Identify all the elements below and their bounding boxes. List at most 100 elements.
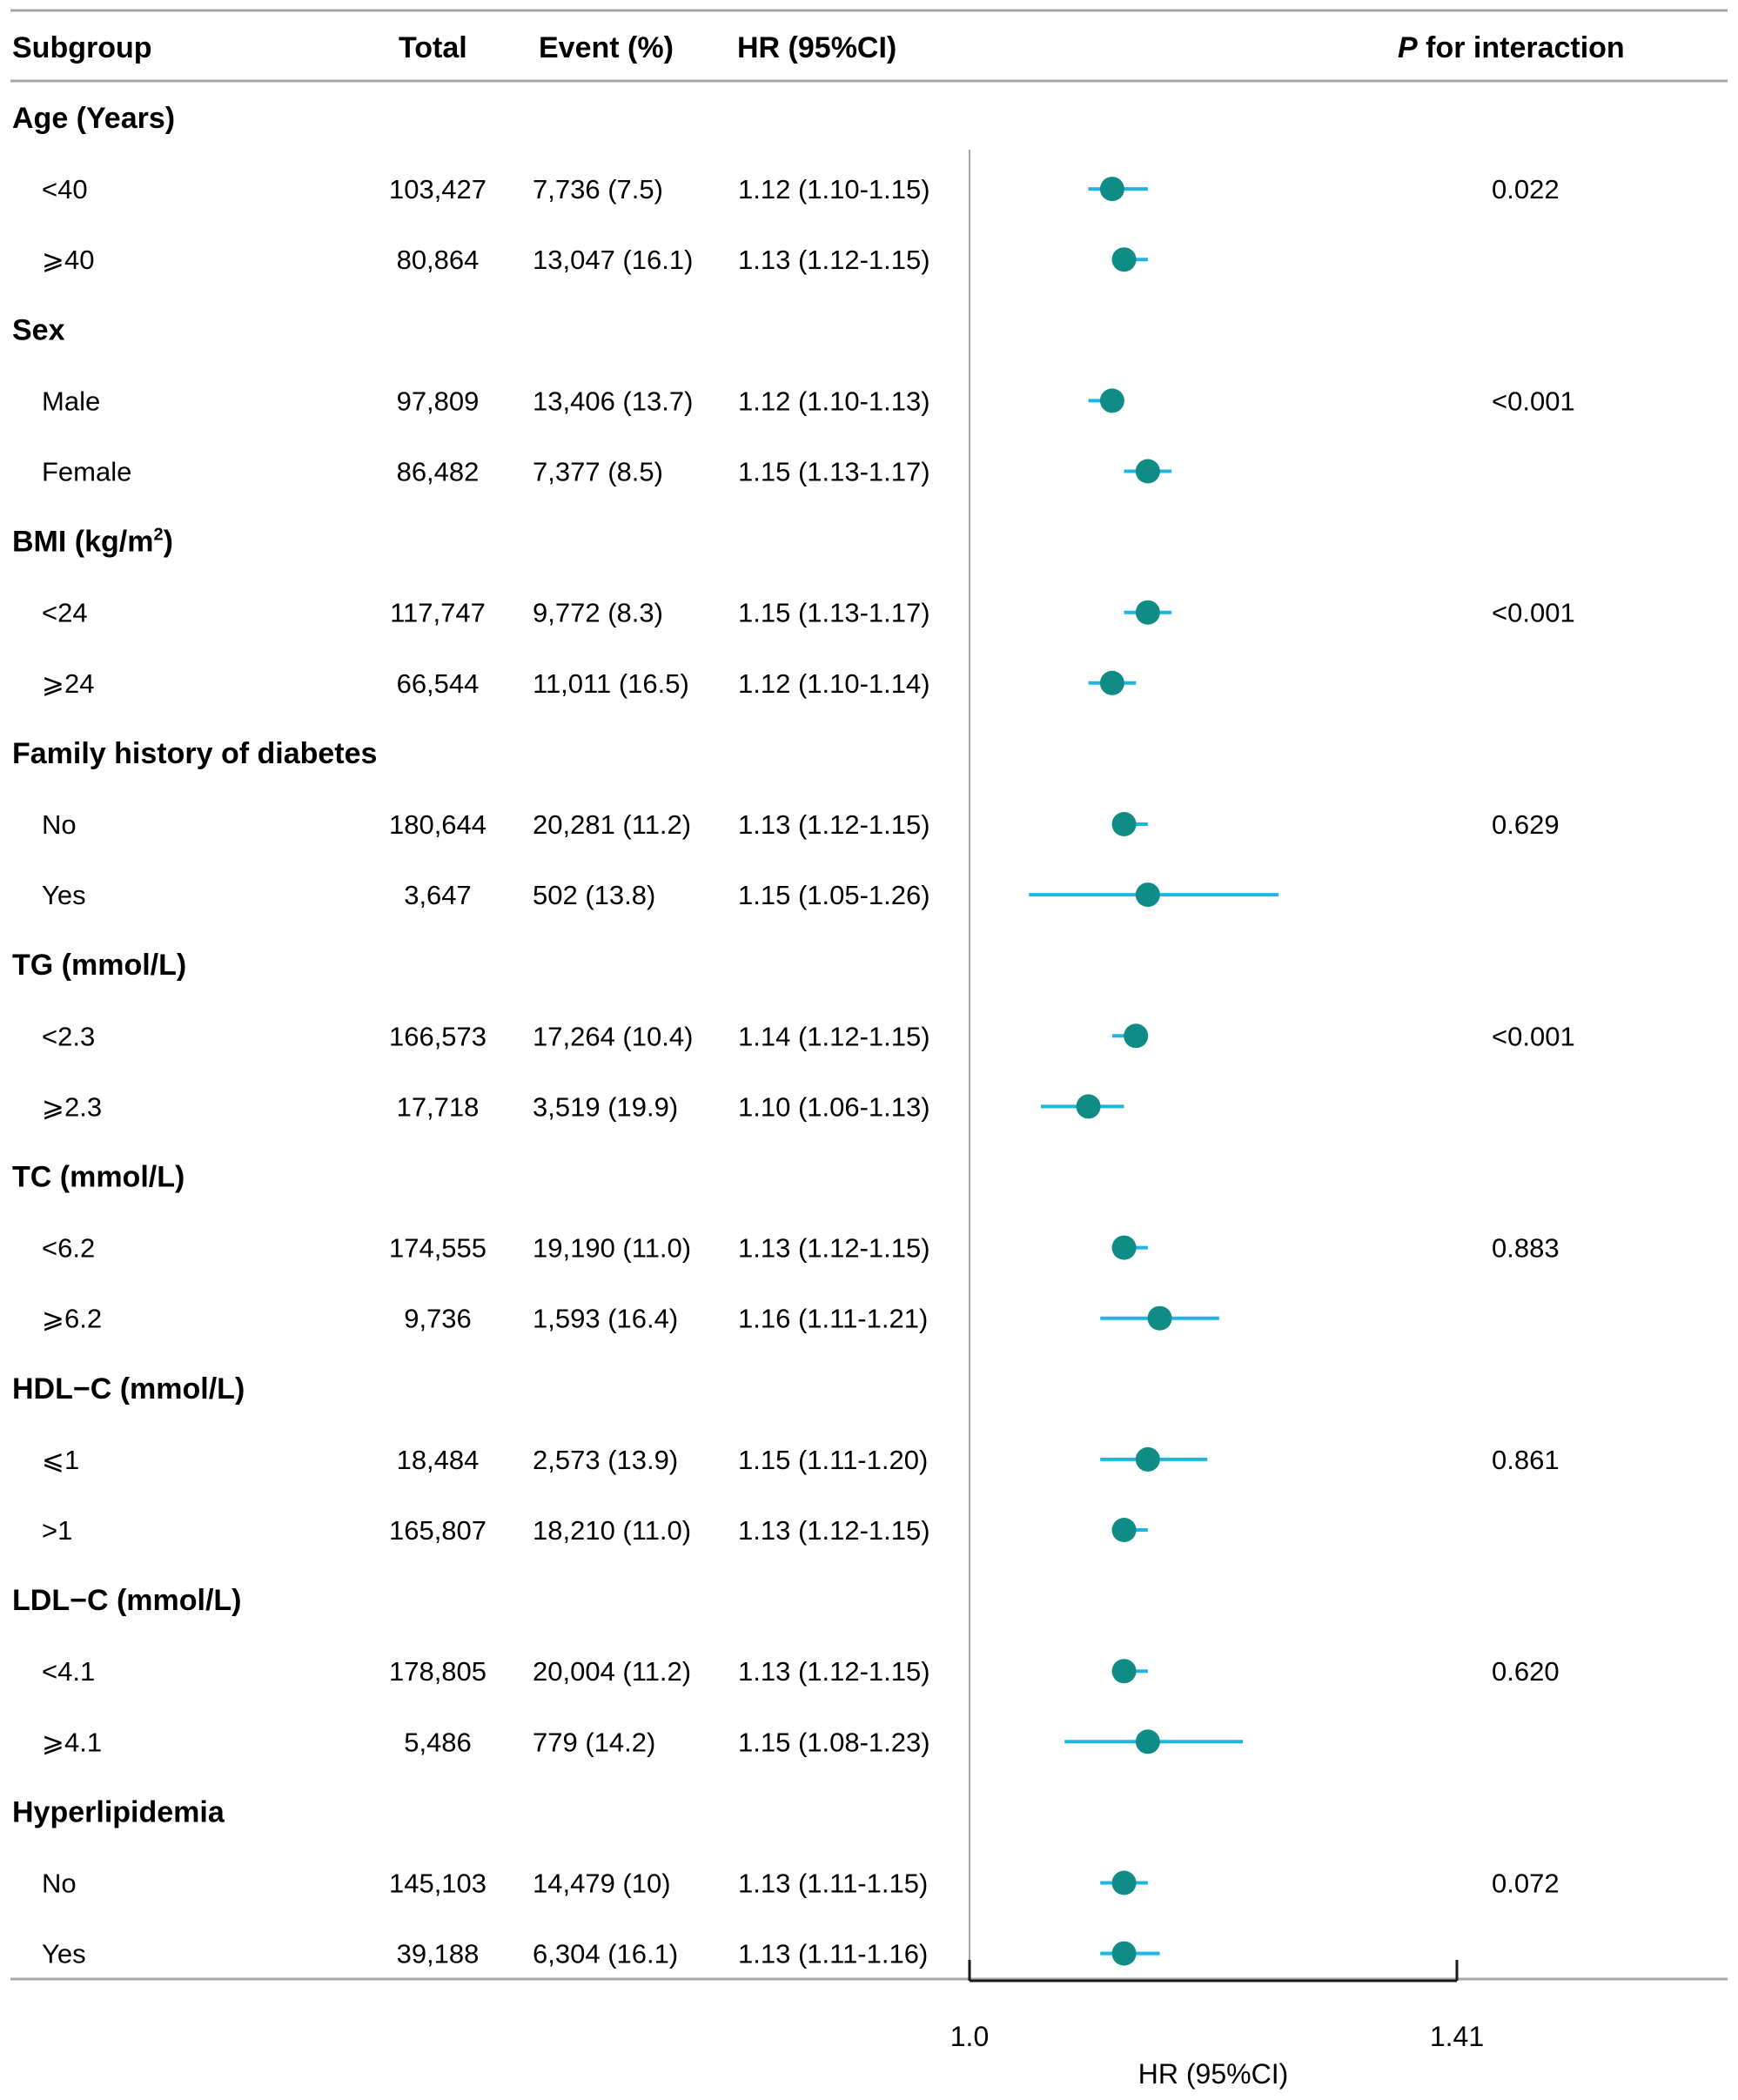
group-label-text: HDL−C (mmol/L)	[12, 1372, 245, 1406]
hr-value: 1.13 (1.12-1.15)	[738, 1656, 930, 1687]
header-event: Event (%)	[539, 31, 674, 64]
group-label-suffix: )	[164, 526, 173, 559]
subgroup-label: <2.3	[42, 1021, 95, 1051]
event-value: 17,264 (10.4)	[533, 1021, 693, 1051]
hr-value: 1.12 (1.10-1.14)	[738, 668, 930, 699]
hr-point	[1135, 1446, 1160, 1472]
event-value: 11,011 (16.5)	[533, 668, 689, 699]
total-value: 174,555	[389, 1233, 487, 1264]
x-tick-label: 1.41	[1430, 2021, 1484, 2052]
total-value: 3,647	[404, 880, 472, 910]
hr-value: 1.15 (1.13-1.17)	[738, 457, 930, 487]
hr-point	[1076, 1094, 1101, 1119]
p-interaction-value: 0.883	[1492, 1233, 1560, 1264]
hr-point	[1147, 1305, 1172, 1331]
total-value: 117,747	[390, 598, 486, 628]
total-value: 97,809	[397, 386, 480, 416]
hr-point	[1111, 1235, 1137, 1260]
subgroup-label: Yes	[42, 880, 86, 910]
hr-point	[1111, 1941, 1137, 1966]
group-label-text: Hyperlipidemia	[12, 1795, 225, 1828]
hr-value: 1.10 (1.06-1.13)	[738, 1091, 930, 1122]
hr-point	[1111, 1518, 1137, 1542]
subgroup-label: ⩾6.2	[42, 1304, 102, 1334]
p-interaction-value: 0.629	[1492, 809, 1560, 840]
p-interaction-value: 0.072	[1492, 1869, 1560, 1899]
group-label: LDL−C (mmol/L)	[12, 1584, 241, 1617]
total-value: 180,644	[389, 809, 487, 840]
hr-point	[1135, 459, 1160, 484]
hr-value: 1.13 (1.12-1.15)	[738, 1515, 930, 1546]
event-value: 18,210 (11.0)	[533, 1515, 691, 1546]
subgroup-label: Yes	[42, 1939, 86, 1969]
subgroup-label: ⩽1	[42, 1445, 79, 1475]
event-value: 14,479 (10)	[533, 1869, 671, 1899]
x-axis-ticks: 1.0 1.41	[950, 1960, 1484, 2052]
p-interaction-value: <0.001	[1492, 1021, 1575, 1051]
hr-point	[1111, 1870, 1137, 1895]
hr-point	[1124, 1023, 1149, 1049]
hr-value: 1.15 (1.11-1.20)	[738, 1445, 928, 1475]
hr-value: 1.13 (1.11-1.15)	[738, 1869, 928, 1899]
p-interaction-value: <0.001	[1492, 598, 1575, 628]
x-axis-label: HR (95%CI)	[1138, 2058, 1288, 2090]
group-label-text: TG (mmol/L)	[12, 949, 186, 982]
total-value: 80,864	[397, 245, 480, 275]
subgroup-label: Male	[42, 386, 100, 416]
hr-value: 1.16 (1.11-1.21)	[738, 1304, 928, 1334]
header-p-italic: P	[1398, 31, 1418, 64]
group-label: HDL−C (mmol/L)	[12, 1372, 245, 1406]
group-label-text: Age (Years)	[12, 102, 175, 135]
hr-value: 1.14 (1.12-1.15)	[738, 1021, 930, 1051]
hr-value: 1.12 (1.10-1.15)	[738, 174, 930, 205]
event-value: 19,190 (11.0)	[533, 1233, 691, 1264]
p-interaction-value: <0.001	[1492, 386, 1575, 416]
hr-point	[1135, 1729, 1160, 1754]
subgroup-label: No	[42, 809, 77, 840]
group-label-superscript: 2	[153, 526, 163, 545]
total-value: 166,573	[389, 1021, 487, 1051]
total-value: 165,807	[389, 1515, 487, 1546]
total-value: 86,482	[397, 457, 480, 487]
group-label-text: Sex	[12, 313, 65, 346]
event-value: 3,519 (19.9)	[533, 1091, 678, 1122]
group-label: Age (Years)	[12, 102, 175, 135]
subgroup-label: <40	[42, 174, 88, 205]
event-value: 502 (13.8)	[533, 880, 655, 910]
group-label-text: Family history of diabetes	[12, 737, 377, 770]
hr-value: 1.15 (1.08-1.23)	[738, 1727, 930, 1757]
total-value: 178,805	[389, 1656, 487, 1687]
hr-point	[1111, 1659, 1137, 1684]
group-label: Family history of diabetes	[12, 737, 377, 770]
hr-value: 1.15 (1.13-1.17)	[738, 598, 930, 628]
header-subgroup: Subgroup	[12, 31, 152, 64]
hr-value: 1.13 (1.12-1.15)	[738, 809, 930, 840]
subgroup-label: ⩾24	[42, 668, 94, 699]
hr-value: 1.15 (1.05-1.26)	[738, 880, 930, 910]
hr-value: 1.13 (1.12-1.15)	[738, 245, 930, 275]
subgroup-label: Female	[42, 457, 131, 487]
group-label: TC (mmol/L)	[12, 1161, 185, 1194]
p-interaction-value: 0.620	[1492, 1656, 1560, 1687]
hr-point	[1135, 600, 1160, 625]
hr-value: 1.13 (1.11-1.16)	[738, 1939, 928, 1969]
group-label-text: TC (mmol/L)	[12, 1161, 185, 1194]
event-value: 7,377 (8.5)	[533, 457, 663, 487]
forest-rows: Age (Years) <40 103,427 7,736 (7.5) 1.12 (1.…	[12, 102, 1575, 1969]
subgroup-label: >1	[42, 1515, 72, 1546]
event-value: 20,281 (11.2)	[533, 809, 691, 840]
hr-point	[1099, 177, 1124, 202]
event-value: 13,047 (16.1)	[533, 245, 693, 275]
total-value: 5,486	[404, 1727, 472, 1757]
p-interaction-value: 0.022	[1492, 174, 1560, 205]
subgroup-label: <24	[42, 598, 88, 628]
subgroup-label: <4.1	[42, 1656, 95, 1687]
group-label: Hyperlipidemia	[12, 1795, 225, 1828]
subgroup-label: <6.2	[42, 1233, 95, 1264]
subgroup-label: ⩾4.1	[42, 1727, 102, 1757]
hr-value: 1.12 (1.10-1.13)	[738, 386, 930, 416]
total-value: 39,188	[397, 1939, 480, 1969]
group-label-text: BMI (kg/m	[12, 526, 153, 559]
total-value: 9,736	[404, 1304, 472, 1334]
header-hr: HR (95%CI)	[737, 31, 896, 64]
